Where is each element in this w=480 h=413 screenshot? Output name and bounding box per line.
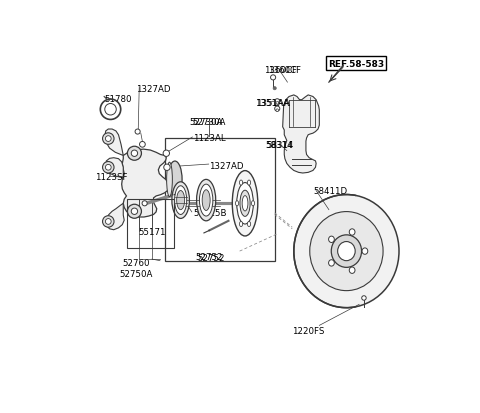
Circle shape [273,88,276,90]
Ellipse shape [252,201,254,206]
Ellipse shape [349,229,355,236]
Ellipse shape [337,242,355,261]
Circle shape [127,147,142,161]
Ellipse shape [242,196,248,211]
Circle shape [142,201,147,206]
Polygon shape [121,150,169,218]
Text: REF.58-583: REF.58-583 [328,59,384,69]
Circle shape [362,296,366,301]
Circle shape [140,142,145,148]
Ellipse shape [310,212,383,291]
Ellipse shape [331,235,361,268]
Circle shape [276,102,278,105]
Text: 52760: 52760 [122,258,150,267]
Circle shape [103,216,114,228]
Polygon shape [283,96,319,173]
Circle shape [127,205,142,219]
Ellipse shape [175,186,187,215]
Ellipse shape [329,260,335,266]
Text: 1123SF: 1123SF [95,172,127,181]
Circle shape [164,165,170,171]
Circle shape [163,151,169,157]
Text: 52752: 52752 [197,253,225,262]
Text: 1123AL: 1123AL [193,134,226,143]
Text: 1351AA: 1351AA [255,99,289,108]
Circle shape [276,110,278,112]
Ellipse shape [240,222,243,227]
Circle shape [106,219,111,225]
Text: 52752: 52752 [195,252,223,261]
Ellipse shape [240,191,250,217]
FancyBboxPatch shape [165,139,275,261]
Ellipse shape [200,185,213,216]
Text: 1360CF: 1360CF [268,66,301,75]
Text: 1220FS: 1220FS [292,327,324,335]
Polygon shape [106,204,124,230]
Ellipse shape [349,267,355,274]
Circle shape [135,130,140,135]
Polygon shape [105,130,123,156]
Ellipse shape [197,180,216,221]
Ellipse shape [247,180,251,186]
Text: 1327AD: 1327AD [209,161,244,170]
Circle shape [106,165,111,171]
Circle shape [131,151,138,157]
Circle shape [103,162,114,173]
Text: 58314: 58314 [267,140,294,150]
Circle shape [131,209,138,215]
Text: 52730A: 52730A [190,117,223,126]
Text: 52750A: 52750A [120,269,153,278]
Ellipse shape [362,248,368,255]
Text: 58411D: 58411D [313,187,347,196]
Text: 55171: 55171 [138,228,166,237]
Ellipse shape [240,180,243,186]
Text: 1360CF: 1360CF [264,66,298,75]
Ellipse shape [294,195,399,308]
Ellipse shape [329,237,335,243]
Ellipse shape [168,161,182,198]
Text: 51780: 51780 [104,94,132,103]
Circle shape [106,136,111,142]
Circle shape [105,104,116,116]
Text: 1327AD: 1327AD [136,85,170,94]
Ellipse shape [236,201,239,206]
Polygon shape [106,158,123,178]
Ellipse shape [232,171,258,236]
Ellipse shape [167,163,172,197]
Ellipse shape [177,191,185,210]
Text: 58314: 58314 [266,140,293,150]
Ellipse shape [202,190,210,211]
Ellipse shape [247,222,251,227]
Ellipse shape [172,182,190,219]
Text: 55215B: 55215B [193,209,227,218]
Ellipse shape [237,183,253,225]
Text: 52730A: 52730A [192,118,226,127]
Circle shape [103,133,114,145]
Text: 1351AA: 1351AA [255,98,289,107]
